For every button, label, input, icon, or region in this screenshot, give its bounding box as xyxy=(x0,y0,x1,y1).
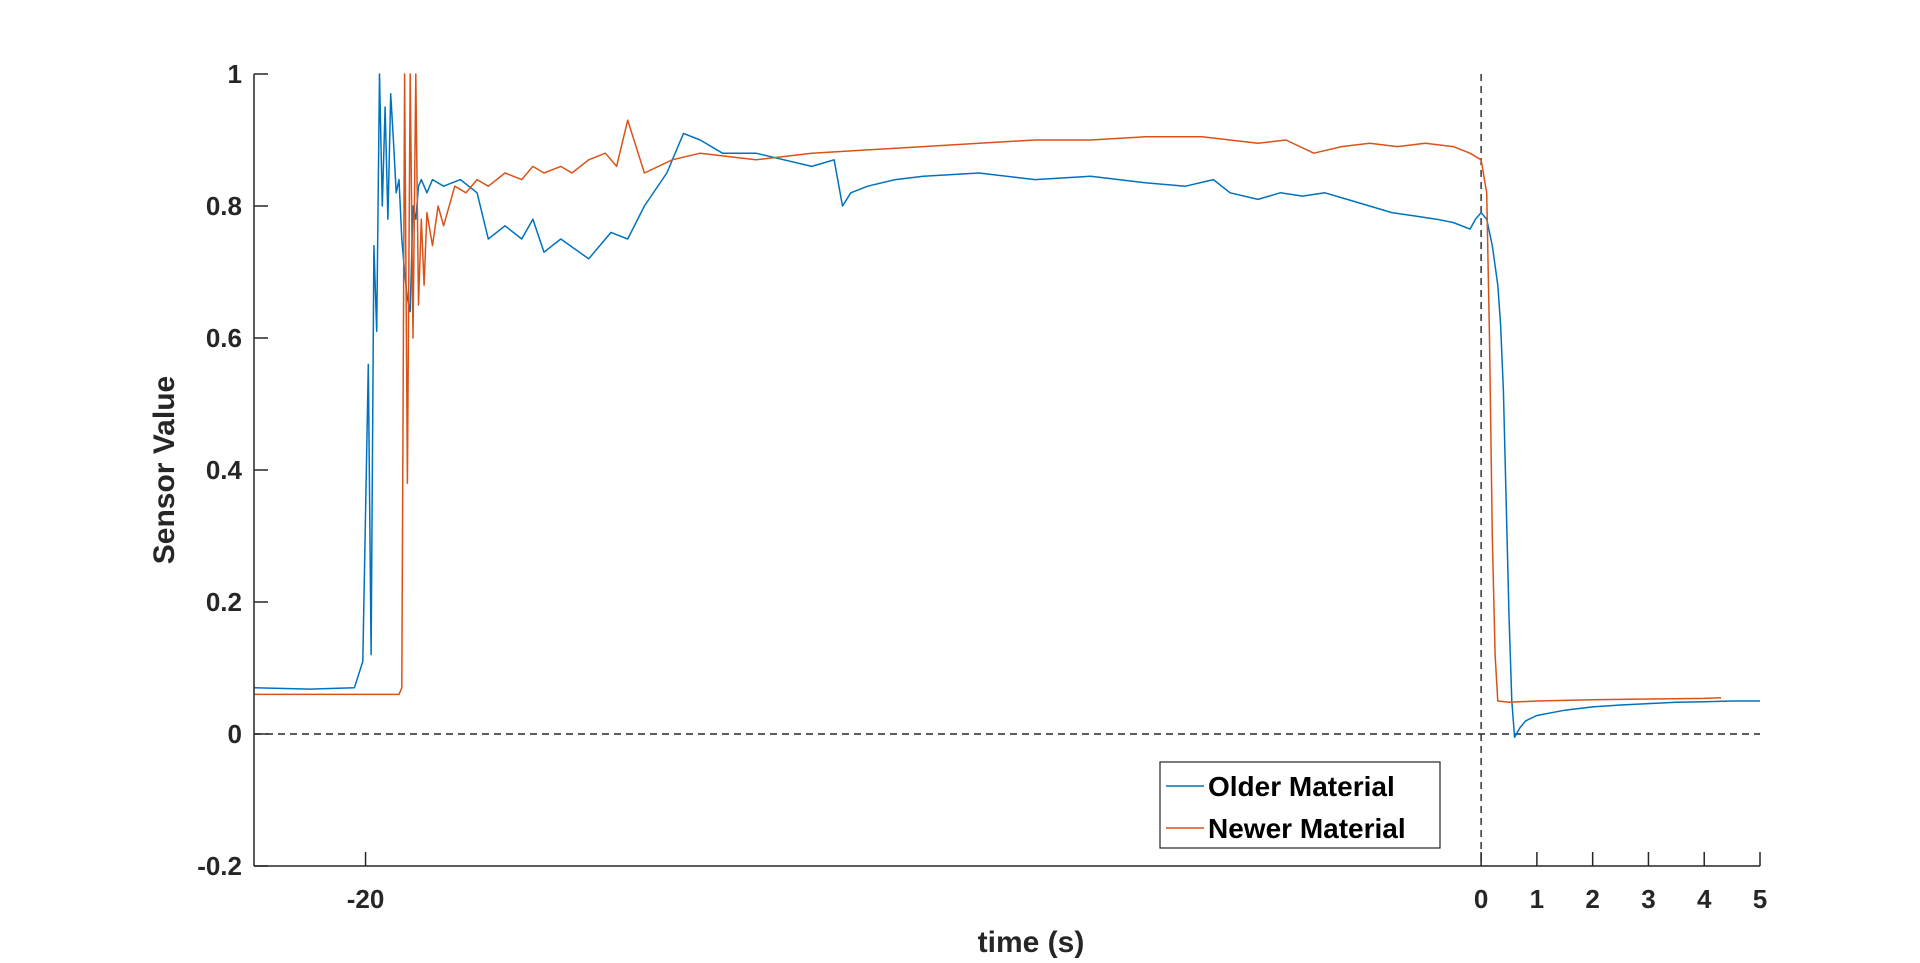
y-tick-label: 0 xyxy=(228,719,242,749)
legend-label: Older Material xyxy=(1208,771,1395,802)
series-layer xyxy=(253,73,1760,739)
x-tick-label: 3 xyxy=(1641,884,1655,914)
legend-box xyxy=(1159,761,1441,849)
axes: -20 0 1 2 3 4 5 -0.2 0 0.2 0.4 0.6 0.8 1 xyxy=(197,59,1767,914)
x-tick-label: 2 xyxy=(1585,884,1599,914)
series-line-1 xyxy=(253,73,1760,739)
reference-lines xyxy=(254,74,1760,866)
y-tick-label: -0.2 xyxy=(197,851,242,881)
y-tick-label: 0.8 xyxy=(206,191,242,221)
y-axis-ticks: -0.2 0 0.2 0.4 0.6 0.8 1 xyxy=(197,59,268,881)
x-tick-label: 1 xyxy=(1530,884,1544,914)
x-tick-label: 4 xyxy=(1697,884,1712,914)
x-axis-ticks: -20 0 1 2 3 4 5 xyxy=(347,852,1767,914)
y-tick-label: 0.6 xyxy=(206,323,242,353)
y-axis-title: Sensor Value xyxy=(148,376,181,564)
legend: Older Material Newer Material xyxy=(1159,761,1441,849)
legend-label: Newer Material xyxy=(1208,813,1406,844)
y-tick-label: 1 xyxy=(228,59,242,89)
x-tick-label: 5 xyxy=(1753,884,1767,914)
series-line-2 xyxy=(254,73,1722,704)
x-axis-title: time (s) xyxy=(978,926,1085,959)
x-tick-label: 0 xyxy=(1474,884,1488,914)
y-tick-label: 0.2 xyxy=(206,587,242,617)
y-tick-label: 0.4 xyxy=(206,455,243,485)
x-tick-label: -20 xyxy=(347,884,385,914)
